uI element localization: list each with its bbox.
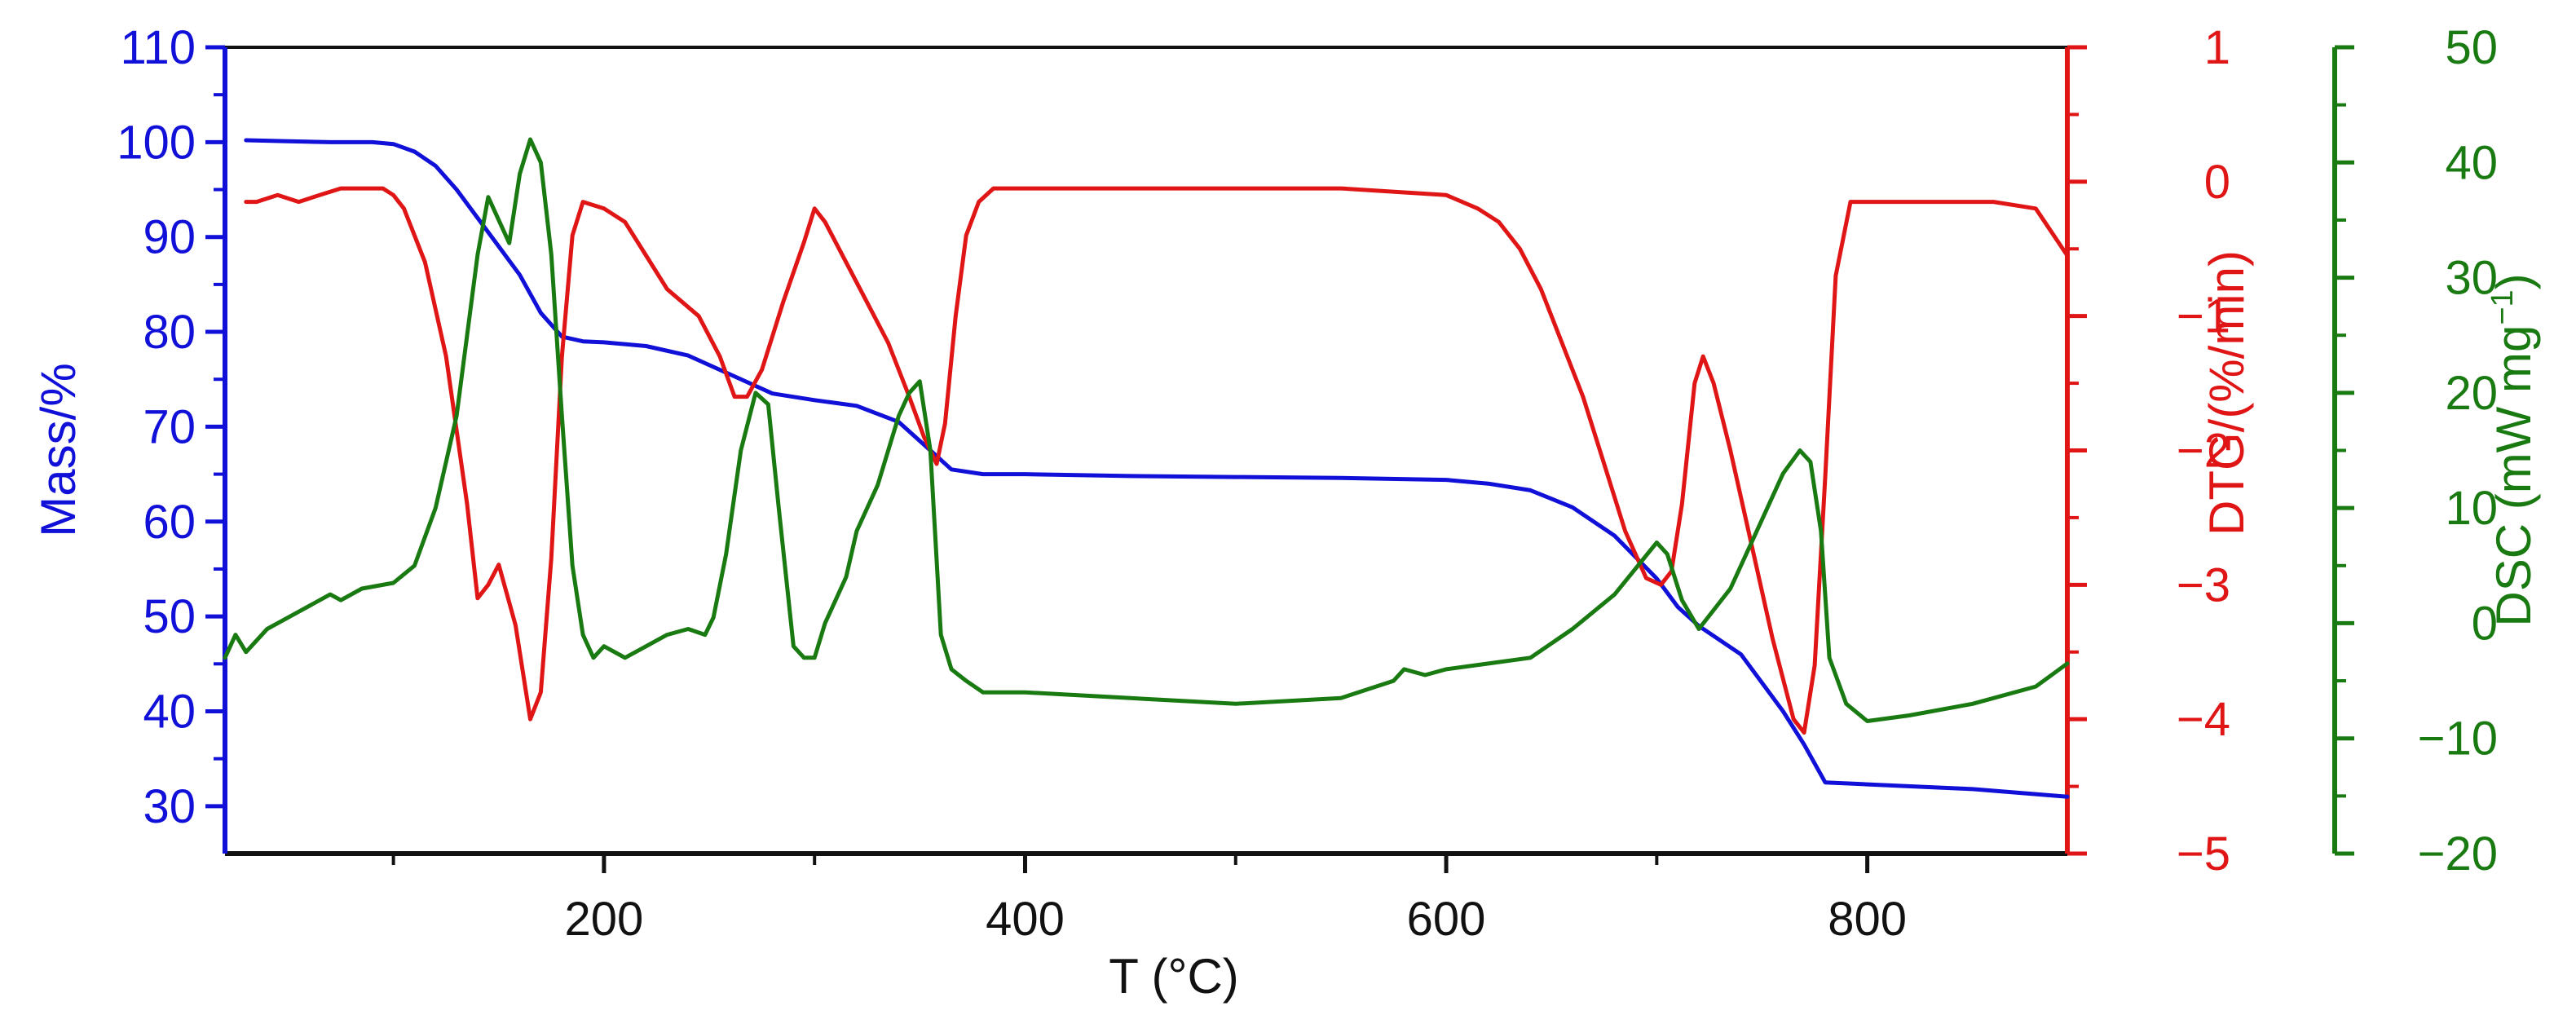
dtg-tick-label-1: 0 [2204, 156, 2230, 209]
mass-tick-label-70: 70 [143, 400, 196, 453]
dtg-axis-title: DTG/(%/min) [2199, 250, 2254, 536]
x-tick-label-800: 800 [1828, 893, 1907, 946]
dtg-tick-label-4: −3 [2177, 558, 2230, 611]
x-axis-title: T (°C) [1109, 949, 1239, 1004]
x-tick-label-200: 200 [565, 893, 644, 946]
mass-tick-label-50: 50 [143, 590, 196, 643]
mass-tick-label-80: 80 [143, 306, 196, 359]
dsc-tick-label-2: 30 [2445, 252, 2498, 305]
dtg-tick-label-3: −2 [2177, 425, 2230, 478]
mass-tick-label-100: 100 [117, 116, 196, 169]
dsc-tick-label-1: 40 [2445, 136, 2498, 189]
series-layer [223, 137, 2070, 799]
mass-tick-label-40: 40 [143, 685, 196, 738]
dsc-series-line [223, 137, 2070, 723]
axes-layer [205, 45, 2354, 873]
mass-tick-label-110: 110 [121, 21, 196, 74]
dtg-tick-label-6: −5 [2177, 827, 2230, 880]
dsc-tick-label-5: 0 [2472, 597, 2498, 650]
dsc-tick-label-0: 50 [2445, 21, 2498, 74]
dtg-tick-label-5: −4 [2177, 693, 2230, 746]
mass-tick-label-60: 60 [143, 496, 196, 549]
x-tick-label-600: 600 [1407, 893, 1486, 946]
x-tick-label-400: 400 [986, 893, 1065, 946]
dsc-tick-label-6: −10 [2418, 713, 2498, 766]
mass-tick-label-90: 90 [143, 211, 196, 264]
dsc-axis-title-sup: −1 [2486, 289, 2520, 324]
dtg-tick-label-0: 1 [2204, 21, 2230, 74]
dsc-axis-title-main: DSC (mW mg [2486, 325, 2541, 627]
dsc-tick-label-4: 10 [2445, 482, 2498, 535]
dsc-tick-label-7: −20 [2418, 827, 2498, 880]
mass-axis-title: Mass/% [31, 363, 86, 536]
dsc-tick-label-3: 20 [2445, 367, 2498, 420]
dtg-tick-label-2: −1 [2177, 290, 2230, 343]
dsc-axis-title-end: ) [2486, 273, 2541, 289]
mass-tick-label-30: 30 [143, 780, 196, 833]
dsc-axis-title: DSC (mW mg−1) [2486, 273, 2541, 626]
dtg-series-line [244, 186, 2070, 735]
